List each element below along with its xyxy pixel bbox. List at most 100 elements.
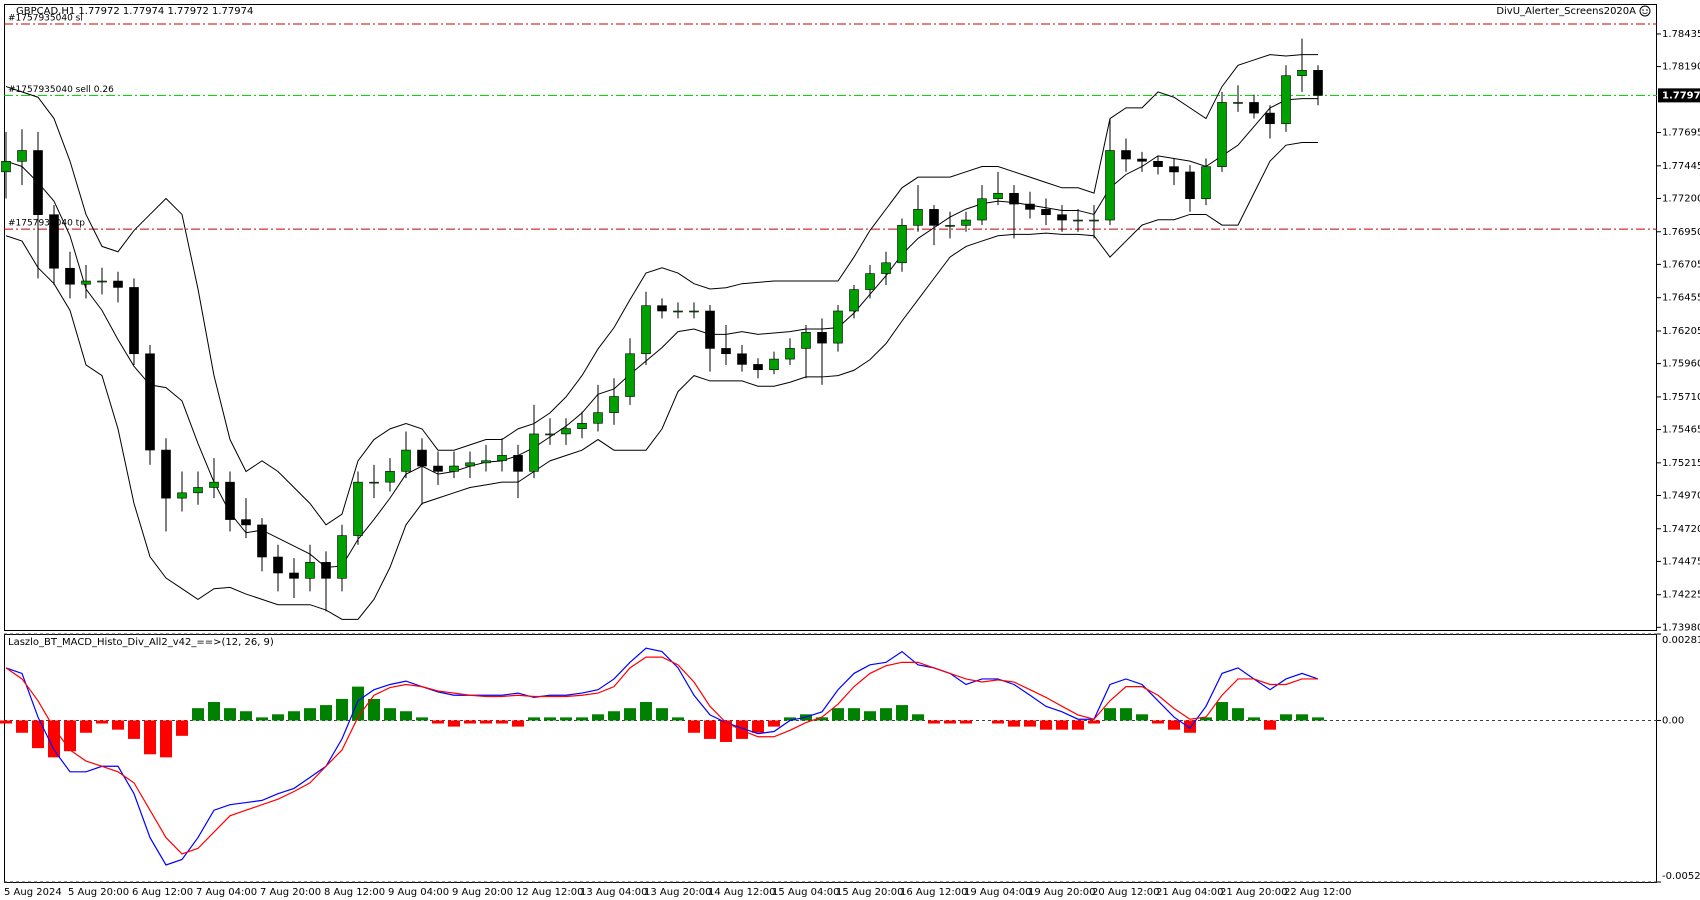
candle-body [273, 556, 283, 574]
candle-body [225, 481, 235, 520]
histogram-bar [208, 702, 220, 721]
candle-body [161, 449, 171, 499]
histogram-bar [176, 720, 188, 736]
y-tick-label: 1.76950 [1662, 227, 1700, 238]
histogram-bar [816, 717, 828, 721]
x-tick-label: 6 Aug 12:00 [132, 887, 193, 898]
candle-body [177, 492, 187, 499]
candle-body [1313, 70, 1323, 96]
x-tick-label: 19 Aug 04:00 [964, 887, 1031, 898]
candle-body [49, 214, 59, 269]
histogram-bar [240, 711, 252, 721]
current-price-label: 1.77974 [1662, 90, 1700, 101]
y-tick-label: 1.75960 [1662, 359, 1700, 370]
candle-body [785, 348, 795, 360]
candle-body [529, 433, 539, 472]
y-tick-label: 1.75465 [1662, 425, 1700, 436]
candle-body [625, 353, 635, 397]
candle-body [721, 348, 731, 355]
candle-body [433, 465, 443, 472]
histogram-bar [656, 708, 668, 721]
histogram-bar [48, 720, 60, 758]
candle-body [337, 535, 347, 579]
candle-body [305, 562, 315, 579]
histogram-bar [1216, 702, 1228, 721]
histogram-bar [400, 711, 412, 721]
histogram-bar [352, 686, 364, 721]
candle-body [609, 396, 619, 413]
histogram-bar [576, 717, 588, 721]
candle-body [1121, 150, 1131, 160]
histogram-bar [928, 720, 940, 724]
histogram-bar [688, 720, 700, 733]
indicator-title: Laszlo_BT_MACD_Histo_Div_All2_v42_==>(12… [8, 637, 274, 648]
candle-body [401, 449, 411, 472]
candle-body [1137, 158, 1147, 162]
candle-body [849, 289, 859, 312]
histogram-bar [480, 720, 492, 724]
candle-body [145, 353, 155, 451]
y-tick-label: 1.76705 [1662, 259, 1700, 270]
x-tick-label: 15 Aug 04:00 [772, 887, 839, 898]
candle-body [65, 267, 75, 285]
histogram-bar [704, 720, 716, 739]
candle-body [993, 192, 1003, 200]
y-tick-label: 1.78435 [1662, 29, 1700, 40]
candle-body [1169, 166, 1179, 173]
histogram-bar [1200, 717, 1212, 721]
y-tick-label: 0.00 [1662, 715, 1684, 726]
candle-body [1009, 192, 1019, 205]
histogram-bar [1312, 717, 1324, 721]
candle-body [321, 562, 331, 579]
histogram-bar [1232, 708, 1244, 721]
candle-body [1297, 70, 1307, 76]
histogram-bar [544, 717, 556, 721]
symbol-header: GBPCAD,H1 1.77972 1.77974 1.77972 1.7797… [16, 6, 253, 17]
histogram-bar [752, 720, 764, 733]
histogram-bar [1280, 714, 1292, 721]
histogram-bar [0, 720, 12, 724]
y-tick-label: 1.76455 [1662, 293, 1700, 304]
histogram-bar [1008, 720, 1020, 727]
histogram-bar [464, 720, 476, 724]
sub-frame [4, 634, 1657, 883]
candle-body [193, 487, 203, 494]
histogram-bar [1168, 720, 1180, 730]
histogram-bar [512, 720, 524, 727]
order-label: #1757935040 sl [8, 13, 83, 23]
histogram-bar [336, 698, 348, 721]
histogram-bar [432, 720, 444, 724]
x-tick-label: 19 Aug 20:00 [1028, 887, 1095, 898]
y-tick-label: 1.74720 [1662, 524, 1700, 535]
y-tick-label: 1.75710 [1662, 392, 1700, 403]
histogram-bar [608, 711, 620, 721]
y-tick-label: 1.77200 [1662, 193, 1700, 204]
histogram-bar [1040, 720, 1052, 730]
candle-body [929, 209, 939, 226]
candle-body [33, 150, 43, 216]
candle-body [385, 471, 395, 483]
y-tick-label: 1.78190 [1662, 62, 1700, 73]
histogram-bar [256, 717, 268, 721]
histogram-bar [720, 720, 732, 742]
candle-body [897, 225, 907, 264]
candle-body [17, 150, 27, 162]
x-tick-label: 21 Aug 04:00 [1156, 887, 1223, 898]
histogram-bar [960, 720, 972, 724]
x-tick-label: 5 Aug 20:00 [68, 887, 129, 898]
histogram-bar [768, 720, 780, 727]
candle-body [817, 332, 827, 344]
histogram-bar [368, 698, 380, 721]
candle-body [865, 273, 875, 290]
histogram-bar [496, 720, 508, 724]
candle-body [737, 353, 747, 365]
histogram-bar [64, 720, 76, 752]
histogram-bar [416, 717, 428, 721]
candle-body [689, 310, 699, 313]
candle-body [1153, 160, 1163, 167]
bollinger-band [5, 98, 1318, 568]
candle-body [289, 572, 299, 579]
